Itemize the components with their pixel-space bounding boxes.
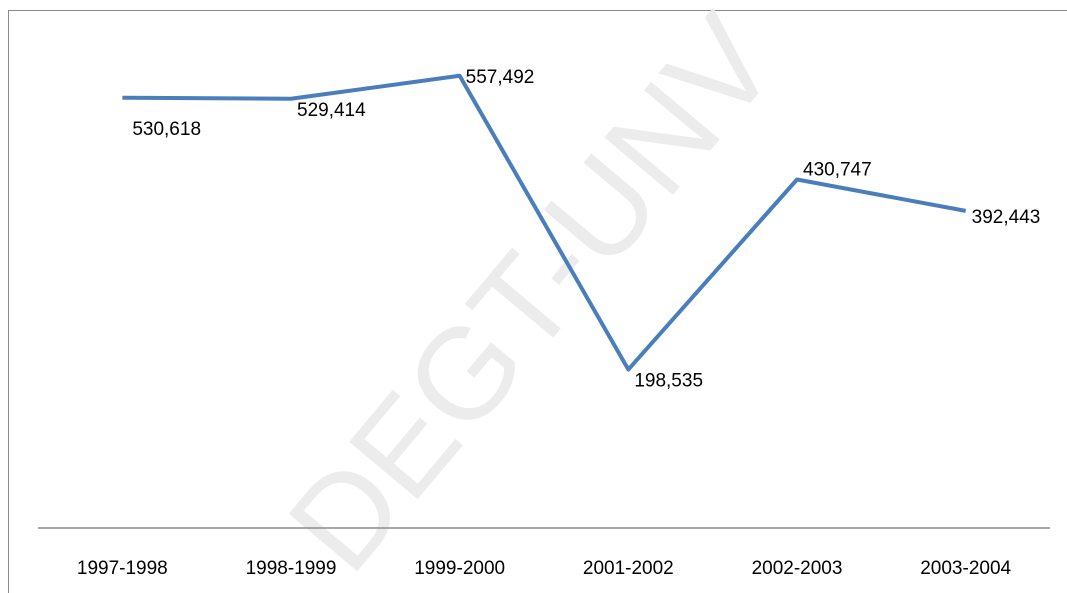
line-series <box>122 73 967 372</box>
chart-border <box>8 10 1067 593</box>
x-tick-label: 1997-1998 <box>77 558 168 579</box>
data-label: 198,535 <box>634 371 703 392</box>
x-tick-label: 1998-1999 <box>246 558 337 579</box>
x-tick-label: 1999-2000 <box>414 558 505 579</box>
x-tick-label: 2002-2003 <box>752 558 843 579</box>
data-label: 557,492 <box>466 67 535 88</box>
data-label: 530,618 <box>132 119 201 140</box>
data-label: 392,443 <box>972 207 1041 228</box>
x-tick-label: 2001-2002 <box>583 558 674 579</box>
data-label: 529,414 <box>297 100 366 121</box>
x-tick-label: 2003-2004 <box>920 558 1011 579</box>
data-label: 430,747 <box>803 160 872 181</box>
